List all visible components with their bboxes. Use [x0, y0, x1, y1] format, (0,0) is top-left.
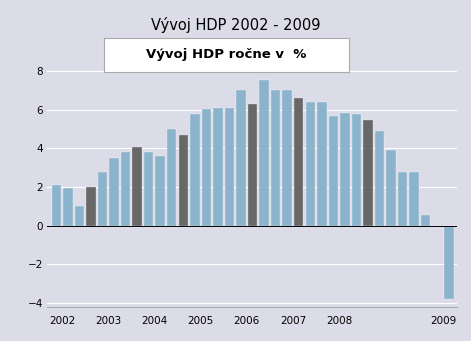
Bar [421, 215, 430, 226]
Text: Vývoj HDP ročne v  %: Vývoj HDP ročne v % [146, 48, 306, 61]
Bar [363, 120, 373, 226]
Bar [306, 102, 315, 226]
Bar [213, 108, 223, 226]
Bar [52, 185, 61, 226]
Bar [86, 187, 96, 226]
Bar [190, 114, 200, 226]
Bar [352, 114, 361, 226]
Bar [294, 98, 303, 226]
Bar [63, 188, 73, 226]
Bar [179, 135, 188, 226]
Bar [132, 147, 142, 226]
Bar [236, 90, 246, 226]
Bar [260, 80, 269, 226]
Bar [144, 152, 154, 226]
Bar [340, 113, 349, 226]
Bar [98, 172, 107, 226]
Bar [432, 226, 442, 227]
Bar [409, 172, 419, 226]
Bar [225, 108, 234, 226]
Bar [167, 129, 177, 226]
Text: Vývoj HDP 2002 - 2009: Vývoj HDP 2002 - 2009 [151, 17, 320, 33]
Bar [248, 104, 257, 226]
Bar [375, 131, 384, 226]
Bar [386, 150, 396, 226]
Bar [444, 226, 454, 299]
Bar [398, 172, 407, 226]
Bar [329, 116, 338, 226]
Bar [317, 102, 326, 226]
Bar [283, 90, 292, 226]
Bar [121, 152, 130, 226]
Bar [155, 156, 165, 226]
Bar [109, 158, 119, 226]
Bar [271, 90, 280, 226]
Bar [202, 109, 211, 226]
Bar [75, 206, 84, 226]
